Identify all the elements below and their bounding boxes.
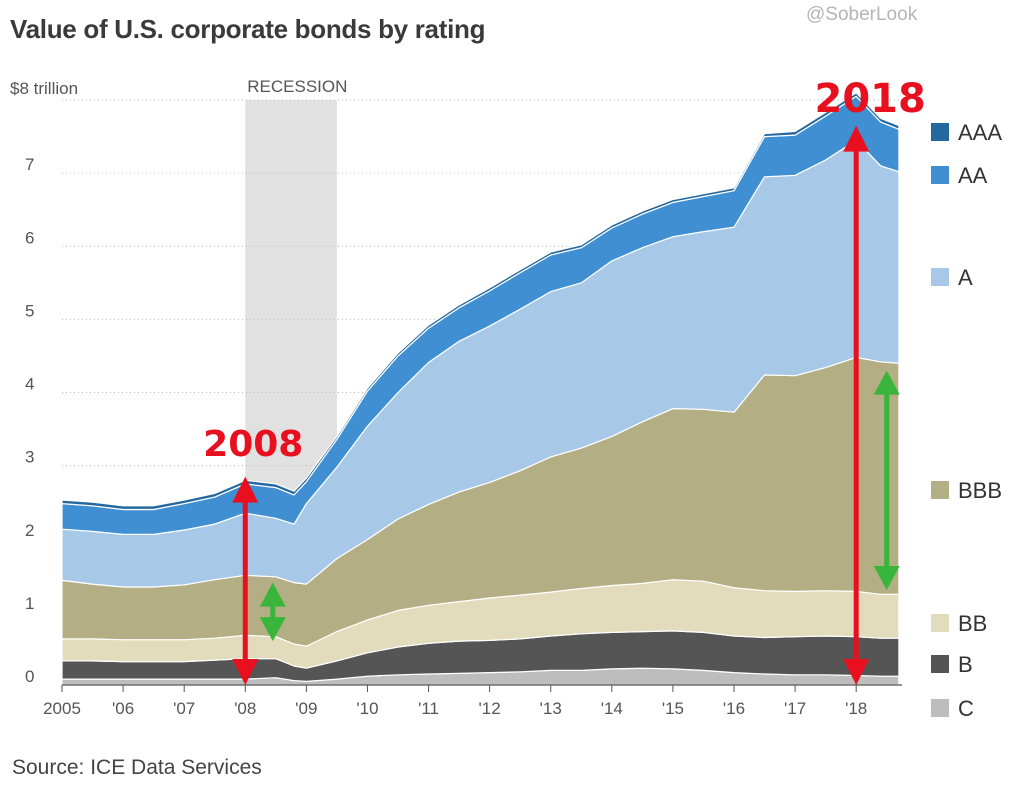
x-tick-label: '18 — [845, 699, 867, 718]
legend-label-aa: AA — [958, 163, 988, 188]
y-tick-label: 6 — [25, 228, 34, 247]
y-tick-label: 7 — [25, 155, 34, 174]
y-tick-label: 3 — [25, 448, 34, 467]
x-tick-label: '15 — [662, 699, 684, 718]
legend-label-c: C — [958, 696, 974, 721]
x-tick-label: '08 — [234, 699, 256, 718]
x-tick-label: '17 — [784, 699, 806, 718]
red-arrow-head-down — [843, 659, 870, 685]
x-tick-label: '16 — [723, 699, 745, 718]
legend-swatch-b — [931, 655, 949, 673]
y-tick-label: 2 — [25, 521, 34, 540]
x-tick-label: '13 — [540, 699, 562, 718]
x-tick-label: '12 — [479, 699, 501, 718]
axis-group: 2005 '06 '07 '08 '09 '10 '11 '12 '13 '14 '15 '16 '17… — [10, 79, 902, 718]
y-tick-label: 5 — [25, 301, 34, 320]
green-arrow-head-down — [873, 565, 900, 590]
y-tick-label: 0 — [25, 667, 34, 686]
annotation-year-label: 2008 — [203, 424, 303, 465]
legend-label-bb: BB — [958, 611, 987, 636]
legend-label-b: B — [958, 652, 973, 677]
legend-label-a: A — [958, 265, 973, 290]
legend-swatch-aaa — [931, 123, 949, 141]
legend-swatch-c — [931, 699, 949, 717]
y-tick-label: 4 — [25, 375, 34, 394]
x-tick-label: 2005 — [43, 699, 81, 718]
legend-label-aaa: AAA — [958, 120, 1002, 145]
legend-swatch-bbb — [931, 481, 949, 499]
red-arrow-head-up — [843, 125, 870, 152]
red-arrow-head-up — [232, 476, 259, 503]
legend-swatch-bb — [931, 614, 949, 632]
y-tick-label: 1 — [25, 594, 34, 613]
series-area-group — [61, 92, 900, 686]
green-arrow-head-up — [873, 370, 900, 395]
area-aaa — [61, 92, 900, 511]
source-note: Source: ICE Data Services — [12, 756, 262, 779]
annotation-group: 2008 2018 — [203, 76, 926, 685]
watermark: @SoberLook — [806, 4, 918, 25]
green-arrow-head-up — [259, 582, 286, 607]
chart-title: Value of U.S. corporate bonds by rating — [10, 14, 486, 44]
red-arrow-head-down — [232, 659, 259, 685]
x-tick-label: '06 — [112, 699, 134, 718]
x-tick-label: '09 — [295, 699, 317, 718]
y-unit-label: $8 trillion — [10, 79, 78, 98]
annotation-year-label: 2018 — [815, 76, 926, 122]
legend-label-bbb: BBB — [958, 478, 1002, 503]
x-tick-label: '11 — [418, 699, 439, 718]
green-arrow-head-down — [259, 617, 286, 642]
x-tick-label: '07 — [173, 699, 195, 718]
x-tick-label: '10 — [356, 699, 378, 718]
legend-swatch-a — [931, 268, 949, 286]
x-tick-label: '14 — [601, 699, 623, 718]
legend-swatch-aa — [931, 166, 949, 184]
recession-label: RECESSION — [247, 77, 347, 96]
chart-svg: RECESSION 2005 '06 '07 '08 '09 '10 '11 '12 '13 '1… — [10, 76, 1002, 721]
